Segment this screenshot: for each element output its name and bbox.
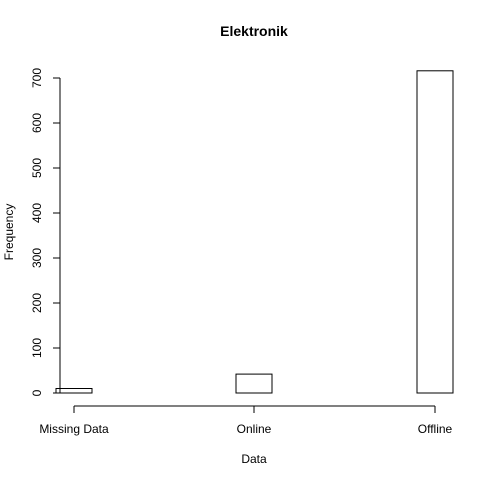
x-tick-label: Missing Data (39, 422, 109, 436)
bar-offline (416, 70, 454, 394)
chart-title: Elektronik (220, 23, 288, 39)
bar-missing-data (55, 388, 93, 394)
y-tick-label: 0 (30, 389, 44, 396)
y-axis: 0 100 200 300 400 500 600 700 (30, 68, 61, 396)
x-tick-label: Offline (418, 422, 453, 436)
y-tick-label: 500 (30, 158, 44, 178)
y-tick-label: 200 (30, 293, 44, 313)
y-tick-label: 700 (30, 68, 44, 88)
x-axis: Missing Data Online Offline (39, 405, 453, 436)
y-tick-label: 100 (30, 338, 44, 358)
y-tick-label: 300 (30, 248, 44, 268)
bars-layer (55, 70, 454, 394)
y-tick-label: 600 (30, 113, 44, 133)
x-axis-label: Data (241, 452, 267, 466)
y-axis-label: Frequency (2, 204, 16, 261)
y-tick-label: 400 (30, 203, 44, 223)
bar-online (235, 373, 273, 394)
x-tick-label: Online (237, 422, 272, 436)
